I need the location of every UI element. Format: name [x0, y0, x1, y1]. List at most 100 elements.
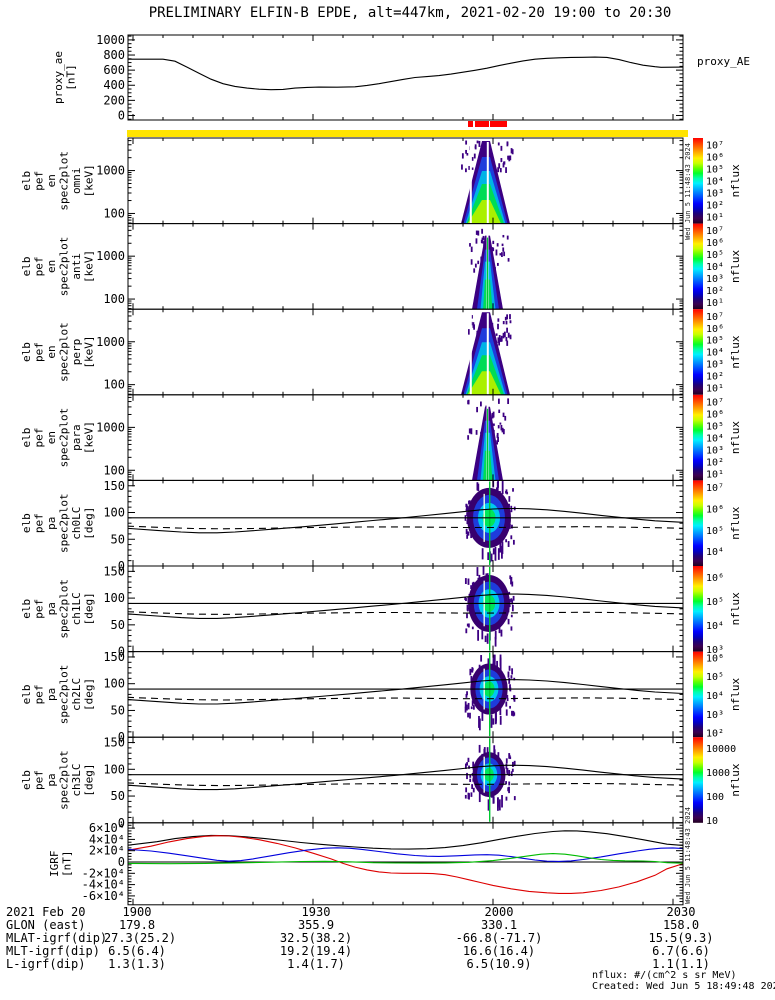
x-axis-ticks	[132, 309, 674, 395]
axis-label-epd-pa-ch2lc: spec2plot	[58, 665, 71, 725]
panel-border	[127, 736, 684, 824]
colorbar-tick-label: 10³	[706, 445, 724, 456]
nflux-units-note: nflux: #/(cm^2 s sr MeV)	[592, 970, 737, 981]
tick-label: 0	[118, 816, 125, 830]
panel-epd-pa-ch3lc: 0 50 100 150 elb pef pa spec2plot ch3LC [deg] 1000…	[20, 736, 742, 830]
colorbar: 10⁶ 10⁵ 10⁴ 10³ 10² nflux	[693, 651, 742, 740]
series-igrf-red	[128, 835, 683, 894]
axis-label-epd-en-para: [keV]	[83, 421, 96, 454]
axis-label-epd-pa-ch0lc: ch0LC	[70, 507, 83, 540]
panel-border	[127, 822, 684, 906]
footer-date-label: 2021 Feb 20	[6, 905, 86, 919]
colorbar-tick-label: 10⁴	[706, 177, 724, 188]
tick-label: 6×10⁴	[89, 821, 125, 835]
colorbar: 10⁷ 10⁶ 10⁵ 10⁴ nflux	[693, 480, 742, 566]
axis-label-proxy-ae: [nT]	[65, 64, 78, 91]
tick-label: 100	[103, 591, 125, 605]
tick-label: 100	[103, 292, 125, 306]
footer-value: 27.3(25.2)	[103, 931, 177, 945]
axis-label-epd-pa-ch2lc: [deg]	[83, 678, 96, 711]
footer-value: 16.6(16.4)	[462, 944, 536, 958]
footer-value: 330.1	[480, 918, 518, 932]
spectrogram-blob	[464, 738, 516, 822]
colorbar-tick-label: 10²	[706, 729, 724, 740]
y-axis-ticks	[128, 736, 683, 824]
colorbar-tick-label: 10	[706, 816, 718, 827]
axis-label-epd-en-omni: omni	[70, 168, 83, 195]
x-axis-ticks	[132, 138, 674, 224]
tick-label: 150	[103, 564, 125, 578]
axis-label-igrf: IGRF	[48, 851, 61, 878]
axis-label-epd-pa-ch3lc: elb	[20, 770, 33, 790]
tick-label: 800	[103, 48, 125, 62]
x-axis-ticks	[132, 737, 674, 823]
colorbar-tick-label: 10⁵	[706, 672, 724, 683]
colorbar-tick-label: 10⁶	[706, 409, 724, 420]
x-axis-ticks	[132, 651, 674, 738]
axis-label-epd-pa-ch0lc: spec2plot	[58, 493, 71, 553]
colorbar-title: nflux	[729, 335, 742, 368]
footer-label: MLT-igrf(dip)	[6, 944, 100, 958]
series-line	[128, 611, 683, 615]
tick-label: 0	[118, 559, 125, 573]
axis-label-epd-pa-ch2lc: pa	[45, 688, 58, 701]
colorbar-tick-label: 10⁷	[706, 483, 724, 494]
colorbar-tick-label: 10⁶	[706, 153, 724, 164]
axis-label-epd-en-omni: pef	[33, 171, 46, 191]
y-axis-ticks	[128, 824, 683, 903]
axis-label-epd-en-perp: perp	[70, 339, 83, 366]
footer-value: 158.0	[662, 918, 700, 932]
series-line	[128, 507, 683, 534]
x-tick-label: 2030	[666, 905, 696, 919]
y-axis-ticks	[128, 35, 683, 120]
axis-label-epd-en-para: pef	[33, 428, 46, 448]
proxy-ae-right-label: proxy_AE	[697, 55, 750, 68]
axis-label-epd-en-omni: spec2plot	[58, 151, 71, 211]
colorbar-tick-label: 100	[706, 792, 724, 803]
colorbar-title: nflux	[729, 677, 742, 710]
axis-label-epd-pa-ch0lc: pa	[45, 517, 58, 530]
tick-label: -4×10⁴	[82, 878, 125, 892]
axis-label-epd-en-perp: pef	[33, 342, 46, 362]
tick-label: 1000	[96, 249, 125, 263]
footer-value: 355.9	[297, 918, 335, 932]
axis-label-epd-pa-ch0lc: elb	[20, 513, 33, 533]
axis-label-epd-pa-ch3lc: pa	[45, 773, 58, 786]
colorbar-tick-label: 10⁴	[706, 691, 724, 702]
axis-label-epd-en-anti: [keV]	[83, 250, 96, 283]
colorbar-tick-label: 10⁶	[706, 653, 724, 664]
colorbar: 10⁶ 10⁵ 10⁴ 10³ nflux	[693, 566, 742, 656]
series-igrf-black	[128, 830, 683, 850]
tick-label: 0	[118, 645, 125, 659]
axis-label-epd-pa-ch1lc: pef	[33, 599, 46, 619]
x-axis-ticks	[132, 35, 674, 120]
x-tick-label: 1930	[301, 905, 331, 919]
series-line	[128, 696, 683, 701]
x-axis-ticks	[132, 566, 674, 652]
axis-label-epd-en-perp: [keV]	[83, 335, 96, 368]
colorbar-tick-label: 10¹	[706, 212, 724, 223]
tick-label: 400	[103, 78, 125, 92]
series-line	[128, 679, 683, 705]
tick-label: 100	[103, 463, 125, 477]
axis-label-epd-pa-ch0lc: [deg]	[83, 507, 96, 540]
footer-value: 1.3(1.3)	[108, 957, 166, 971]
series-igrf-blue	[128, 847, 683, 862]
red-flag-bar	[468, 121, 473, 127]
tick-label: 200	[103, 93, 125, 107]
colorbar-tick-label: 10⁴	[706, 348, 724, 359]
colorbar-tick-label: 10⁴	[706, 547, 724, 558]
footer-value: 1.1(1.1)	[652, 957, 710, 971]
panel-border	[127, 394, 684, 481]
axis-label-epd-pa-ch2lc: pef	[33, 684, 46, 704]
footer-label: MLAT-igrf(dip)	[6, 931, 108, 945]
spectrogram-blob	[469, 227, 510, 310]
axis-label-epd-pa-ch3lc: pef	[33, 770, 46, 790]
tick-label: -2×10⁴	[82, 866, 125, 880]
tick-label: 50	[111, 789, 125, 803]
